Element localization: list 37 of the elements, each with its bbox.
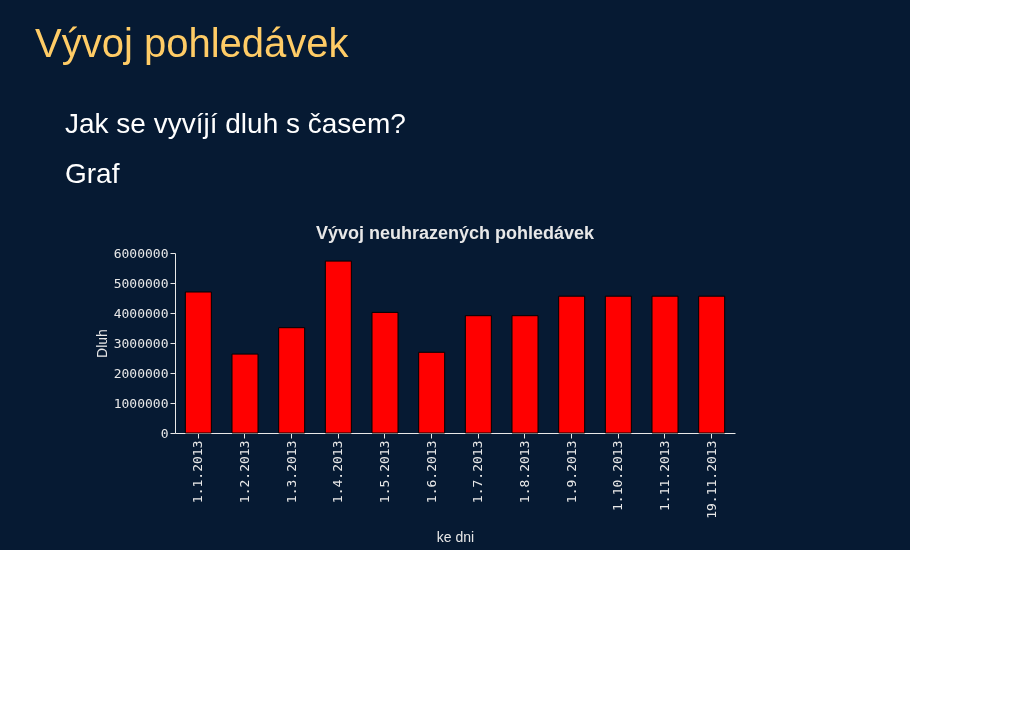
bar [278,327,306,434]
x-tick-label: 1.9.2013 [563,440,579,504]
bar [184,291,212,434]
x-tick-label: 1.1.2013 [190,440,206,504]
text: Graf [65,158,120,189]
y-tick-label: 4000000 [113,305,169,321]
text: Vývoj pohledávek [35,21,350,65]
y-tick-label: 6000000 [113,245,169,261]
y-tick-label: 3000000 [113,335,169,351]
bar [558,295,586,434]
y-tick-label: 1000000 [113,395,169,411]
x-tick-label: 1.2.2013 [237,440,252,504]
y-tick-label: 5000000 [113,275,169,291]
x-tick-label: 19.11.2013 [703,440,719,519]
x-tick-label: 1.7.2013 [470,440,486,504]
bar [511,315,539,434]
chart-title: Vývoj neuhrazených pohledávek [315,223,596,243]
x-tick-label: 1.3.2013 [283,440,299,504]
bar [604,295,632,434]
bar [418,351,446,434]
x-tick-label: 1.11.2013 [657,440,672,511]
bar [371,311,399,434]
bar [698,295,726,434]
bar [324,260,352,434]
y-tick-label: 2000000 [113,365,169,381]
x-tick-label: 1.8.2013 [517,440,532,504]
x-tick-label: 1.6.2013 [423,440,439,504]
x-tick-label: 1.4.2013 [330,440,346,504]
text: Jak se vyvíjí dluh s časem? [65,108,406,139]
x-tick-label: 1.5.2013 [377,440,392,504]
bar [651,295,679,434]
bar [231,353,259,434]
x-axis-title: ke dni [436,528,475,545]
x-tick-label: 1.10.2013 [610,440,626,511]
y-axis-title: Dluh [93,329,110,358]
bar [464,315,492,434]
y-tick-label: 0 [160,425,169,441]
